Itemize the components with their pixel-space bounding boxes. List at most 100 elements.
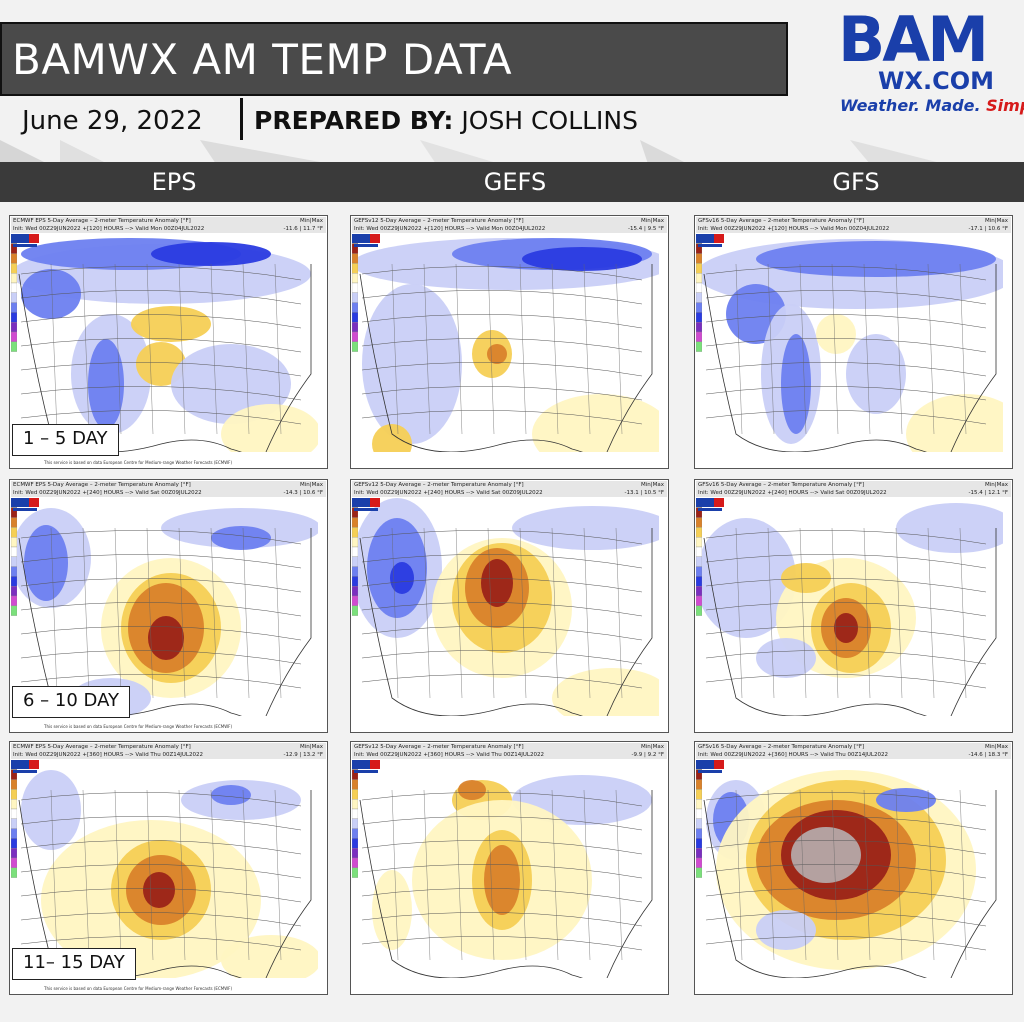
- color-scale-swatch: [352, 517, 358, 528]
- color-scale-swatch: [696, 282, 702, 293]
- map-border-line: [735, 263, 743, 435]
- map-border-line: [863, 263, 871, 435]
- panel-title: ECMWF EPS 5-Day Average – 2-meter Temper…: [11, 481, 326, 497]
- map-border-line: [20, 530, 302, 545]
- map-border-line: [114, 263, 122, 435]
- color-scale-swatch: [11, 818, 17, 829]
- map-border-line: [423, 789, 431, 961]
- map-border-line: [242, 263, 250, 435]
- mini-logo-block: [29, 234, 39, 243]
- map-border-line: [767, 263, 775, 435]
- map-border-line: [767, 789, 775, 961]
- panel-title-line1: GFSv16 5-Day Average – 2-meter Temperatu…: [698, 744, 865, 750]
- map-border-line: [455, 789, 463, 961]
- anomaly-map: [352, 498, 659, 716]
- map-border-line: [705, 530, 987, 545]
- map-border-line: [519, 789, 527, 961]
- day-label-11-15: 11– 15 DAY: [12, 948, 136, 980]
- color-scale-swatch: [352, 586, 358, 597]
- panel-title: GFSv16 5-Day Average – 2-meter Temperatu…: [696, 743, 1011, 759]
- anomaly-region: [791, 827, 861, 883]
- mini-logo-block: [352, 234, 370, 243]
- anomaly-region: [372, 424, 412, 452]
- color-scale-swatch: [11, 576, 17, 587]
- map-border-line: [178, 789, 186, 961]
- color-scale-swatch: [352, 312, 358, 323]
- color-scale-swatch: [352, 857, 358, 868]
- map-border-line: [20, 386, 302, 401]
- mini-logo-block: [11, 234, 29, 243]
- report-date: June 29, 2022: [22, 106, 203, 136]
- column-header-gfs: GFS: [832, 168, 880, 196]
- map-border-line: [20, 674, 302, 689]
- color-scale-swatch: [696, 253, 702, 264]
- panel-minmax: Min|Max -9.9 | 9.2 °F: [632, 743, 665, 759]
- color-scale-swatch: [352, 273, 358, 284]
- color-scale-swatch: [11, 595, 17, 606]
- color-scale: [696, 760, 702, 878]
- color-scale-swatch: [696, 292, 702, 303]
- color-scale-swatch: [352, 808, 358, 819]
- panel-minmax: Min|Max -12.9 | 13.2 °F: [284, 743, 324, 759]
- map-border-line: [705, 912, 987, 927]
- color-scale-swatch: [11, 292, 17, 303]
- map-border-line: [361, 626, 643, 641]
- color-scale-swatch: [696, 566, 702, 577]
- color-scale-swatch: [696, 537, 702, 548]
- map-border-line: [274, 789, 282, 961]
- mini-logo-block: [698, 244, 722, 247]
- mini-logo-block: [11, 498, 29, 507]
- panel-title-line2: Init: Wed 00Z29JUN2022 +[120] HOURS --> …: [354, 226, 546, 232]
- mini-logo-block: [698, 508, 722, 511]
- anomaly-region: [781, 334, 811, 434]
- anomaly-region: [756, 638, 816, 678]
- map-border-line: [487, 527, 495, 699]
- map-border-line: [705, 674, 987, 689]
- mini-logo-block: [696, 234, 714, 243]
- color-scale: [696, 498, 702, 616]
- prepared-label: PREPARED BY:: [254, 106, 454, 135]
- anomaly-map-panel: ECMWF EPS 5-Day Average – 2-meter Temper…: [9, 479, 328, 733]
- map-border-line: [519, 527, 527, 699]
- anomaly-map: [696, 498, 1003, 716]
- map-border-line: [242, 789, 250, 961]
- panel-title-line2: Init: Wed 00Z29JUN2022 +[360] HOURS --> …: [13, 752, 203, 758]
- color-scale-swatch: [352, 838, 358, 849]
- map-border-line: [705, 626, 987, 641]
- minmax-label: Min|Max: [985, 744, 1008, 750]
- bamwx-mini-logo: [696, 234, 724, 247]
- coastline: [359, 264, 653, 452]
- minmax-label: Min|Max: [300, 744, 323, 750]
- bamwx-mini-logo: [352, 234, 380, 247]
- map-border-line: [20, 410, 302, 425]
- mini-logo-block: [354, 770, 378, 773]
- map-border-line: [455, 527, 463, 699]
- map-border-line: [391, 789, 399, 961]
- color-scale: [352, 760, 358, 878]
- map-border-line: [242, 527, 250, 699]
- panel-title-line2: Init: Wed 00Z29JUN2022 +[240] HOURS --> …: [698, 490, 887, 496]
- map-border-line: [615, 527, 623, 699]
- mini-logo-block: [714, 760, 724, 769]
- map-border-line: [361, 314, 643, 329]
- anomaly-region: [532, 394, 659, 452]
- map-border-line: [361, 792, 643, 807]
- map-border-line: [583, 263, 591, 435]
- minmax-label: Min|Max: [641, 218, 664, 224]
- logo-bam-text: BAM: [838, 3, 989, 76]
- map-border-line: [20, 314, 302, 329]
- map-border-line: [895, 527, 903, 699]
- minmax-label: Min|Max: [985, 218, 1008, 224]
- anomaly-region: [481, 559, 513, 607]
- color-scale-swatch: [696, 273, 702, 284]
- color-scale-swatch: [352, 322, 358, 333]
- color-scale-swatch: [352, 828, 358, 839]
- mini-logo-block: [714, 234, 724, 243]
- map-border-line: [705, 266, 987, 281]
- map-border-line: [361, 602, 643, 617]
- map-border-line: [20, 338, 302, 353]
- color-scale: [11, 760, 17, 878]
- color-scale: [352, 498, 358, 616]
- map-border-line: [391, 527, 399, 699]
- color-scale-swatch: [11, 867, 17, 878]
